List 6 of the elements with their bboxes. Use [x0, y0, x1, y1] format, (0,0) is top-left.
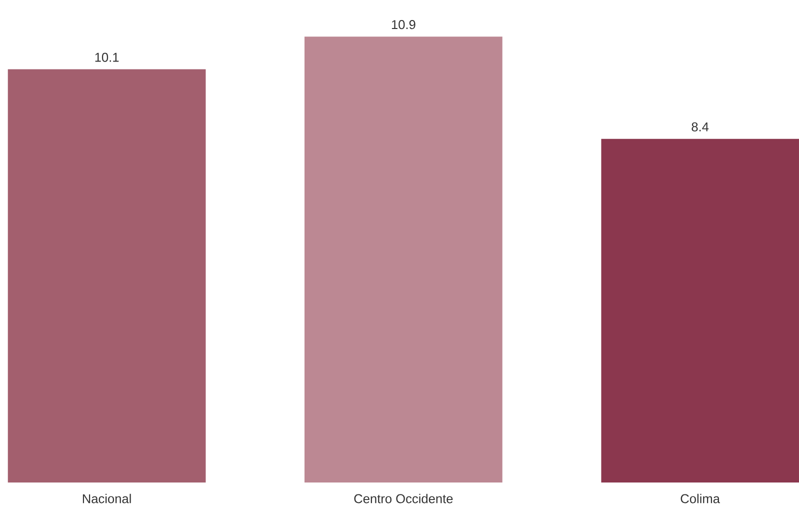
- x-tick-label: Nacional: [82, 494, 131, 504]
- data-label: 10.9: [392, 20, 416, 30]
- data-label: 8.4: [692, 122, 709, 132]
- x-tick-label: Centro Occidente: [354, 494, 453, 504]
- data-label: 10.1: [95, 52, 119, 62]
- x-tick-label: Colima: [680, 494, 720, 504]
